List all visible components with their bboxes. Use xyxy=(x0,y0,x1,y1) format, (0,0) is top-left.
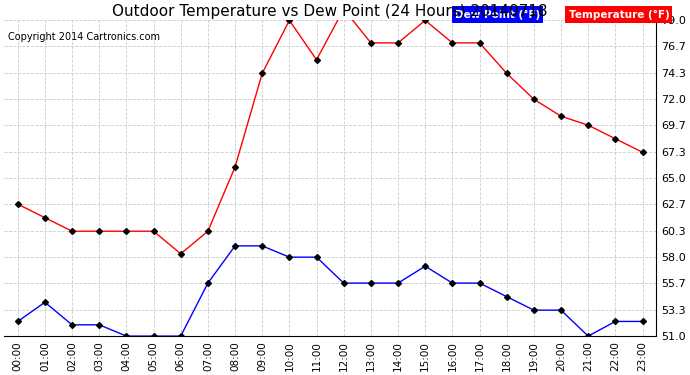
Text: Copyright 2014 Cartronics.com: Copyright 2014 Cartronics.com xyxy=(8,32,159,42)
Title: Outdoor Temperature vs Dew Point (24 Hours) 20140718: Outdoor Temperature vs Dew Point (24 Hou… xyxy=(112,4,548,19)
Text: Dew Point (°F): Dew Point (°F) xyxy=(455,9,540,20)
Text: Temperature (°F): Temperature (°F) xyxy=(569,9,669,20)
